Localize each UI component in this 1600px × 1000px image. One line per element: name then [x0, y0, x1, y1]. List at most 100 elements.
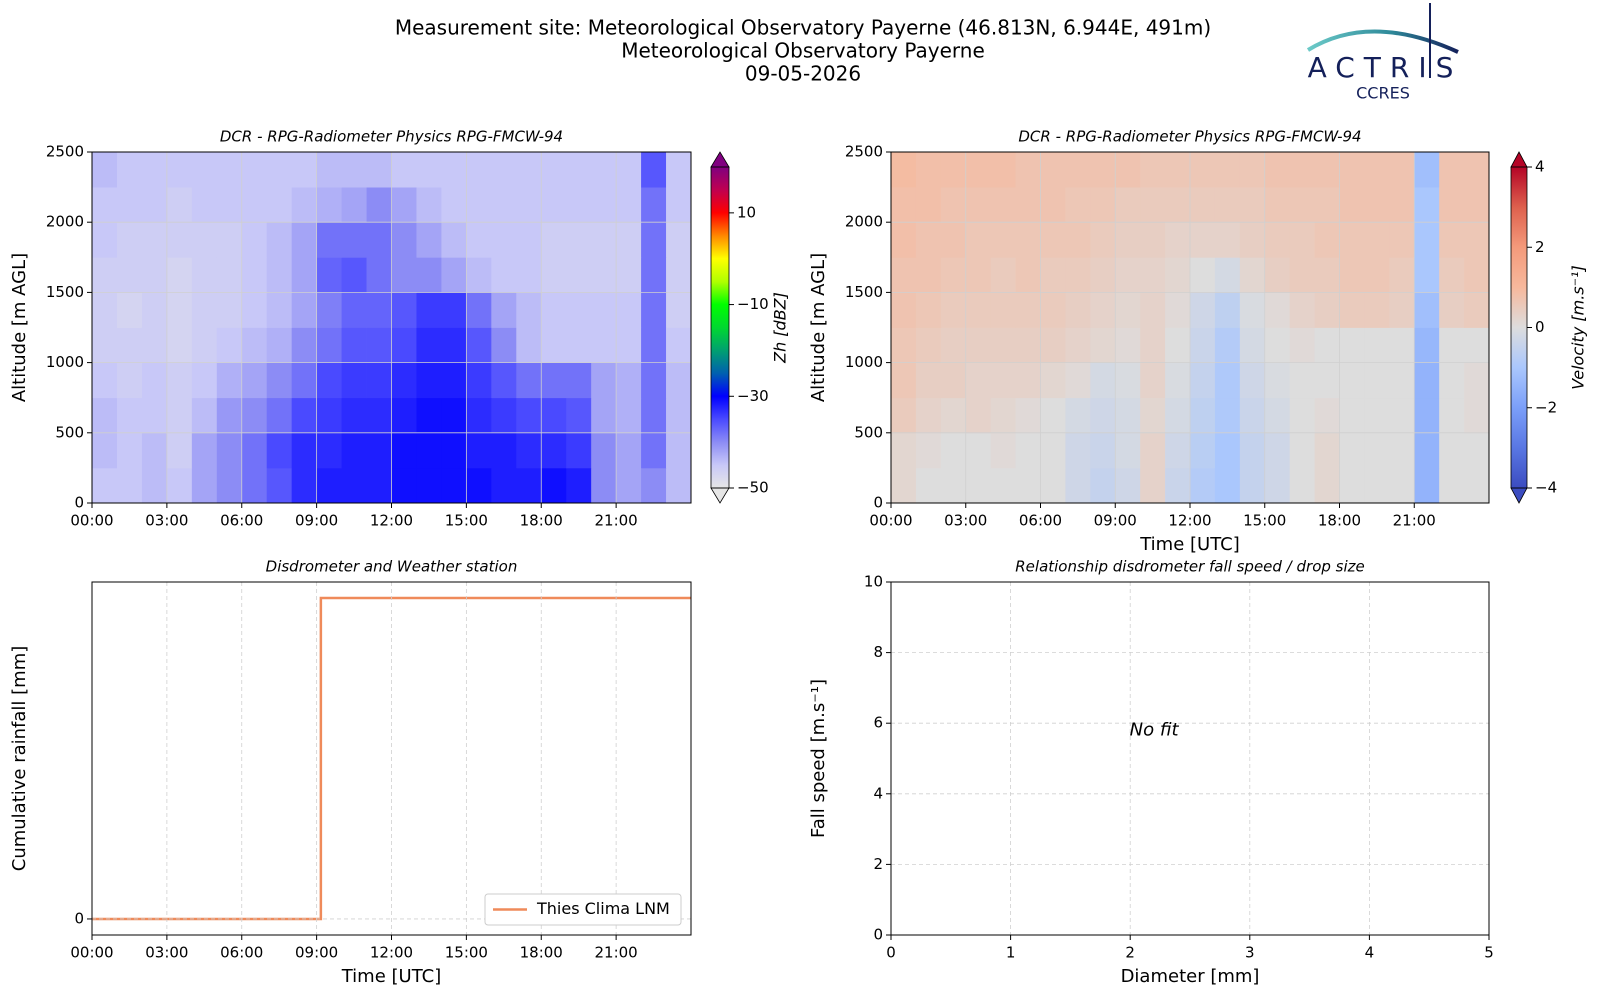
heatmap-cell [1289, 397, 1315, 434]
plot-frame [890, 581, 1490, 936]
heatmap-cell [1264, 152, 1291, 188]
heatmap-cell [1364, 187, 1390, 223]
heatmap-cell [1289, 327, 1315, 363]
heatmap-cell [616, 187, 642, 223]
heatmap-cell [1040, 152, 1066, 188]
heatmap-cell [316, 432, 342, 469]
heatmap-cell [216, 257, 243, 293]
heatmap-cell [1439, 432, 1465, 469]
heatmap-cell [666, 362, 692, 399]
heatmap-cell [266, 257, 293, 293]
subplot: 00:00 03:00 06:00 09:00 12:00 15:00 18:00 21:00… [9, 558, 692, 987]
heatmap-cell [166, 222, 193, 258]
heatmap-cell [416, 467, 442, 504]
heatmap-cell [1389, 327, 1415, 363]
heatmap-cell [516, 467, 542, 504]
heatmap-cell [1314, 257, 1340, 293]
legend-frame [484, 893, 682, 926]
heatmap-cell [116, 327, 143, 363]
heatmap-cell [441, 152, 467, 188]
heatmap-cell [915, 292, 942, 328]
heatmap-cell [641, 257, 667, 293]
heatmap-cell [216, 292, 243, 328]
heatmap-cell [166, 187, 193, 223]
heatmap-cell [666, 397, 692, 434]
heatmap-cell [915, 187, 942, 223]
heatmap-cell [191, 467, 218, 504]
heatmap-cell [1364, 397, 1390, 434]
heatmap-cell [1115, 257, 1141, 293]
heatmap-cell [366, 152, 392, 188]
heatmap-cell [92, 292, 118, 328]
heatmap-cell [990, 327, 1016, 363]
heatmap-cell [1140, 467, 1166, 504]
heatmap-cell [241, 257, 268, 293]
heatmap-cell [1090, 327, 1116, 363]
heatmap-cell [1015, 432, 1041, 469]
heatmap-cell [1364, 152, 1390, 188]
heatmap-cell [1364, 257, 1390, 293]
heatmap-cell [990, 257, 1016, 293]
heatmap-cell [291, 152, 318, 188]
heatmap-cell [191, 222, 218, 258]
logo-subtitle: CCRES [1356, 84, 1410, 103]
heatmap-cell [541, 467, 567, 504]
heatmap-cell [216, 362, 243, 399]
heatmap-cell [641, 397, 667, 434]
y-tick-label: 4 [873, 784, 883, 802]
heatmap-cell [241, 152, 268, 188]
heatmap-cell [566, 362, 592, 399]
colorbar-label: Zh [dBZ] [771, 292, 790, 364]
heatmap-cell [1140, 222, 1166, 258]
heatmap-cell [1115, 362, 1141, 399]
heatmap-cell [516, 222, 542, 258]
heatmap-cell [166, 327, 193, 363]
heatmap-cell [1389, 362, 1415, 399]
heatmap-cell [316, 292, 342, 328]
heatmap-cell [191, 257, 218, 293]
heatmap-cell [216, 467, 243, 504]
heatmap-cell [1040, 257, 1066, 293]
y-tick-label: 2500 [46, 143, 84, 161]
heatmap-cell [1439, 327, 1465, 363]
heatmap-cell [1264, 327, 1291, 363]
heatmap-cell [1464, 152, 1490, 188]
colorbar-frame [710, 166, 730, 489]
heatmap-cell [391, 187, 417, 223]
heatmap-cell [1239, 152, 1266, 188]
heatmap-cell [466, 467, 492, 504]
heatmap-cell [1364, 432, 1390, 469]
heatmap-cell [891, 467, 917, 504]
heatmap-cell [516, 327, 542, 363]
heatmap-cell [116, 362, 143, 399]
heatmap-cell [1439, 397, 1465, 434]
heatmap-cell [1364, 222, 1390, 258]
heatmap-cell [316, 187, 342, 223]
heatmap-cell [1065, 327, 1091, 363]
x-tick-label: 15:00 [1243, 512, 1286, 530]
heatmap-cell [1314, 362, 1340, 399]
heatmap-cell [641, 187, 667, 223]
heatmap-cell [891, 187, 917, 223]
logo-arc [1306, 29, 1459, 54]
heatmap-cell [666, 222, 692, 258]
y-tick-label: 2000 [46, 213, 84, 231]
heatmap-cell [1314, 222, 1340, 258]
heatmap-cell [891, 152, 917, 188]
heatmap-cell [1040, 362, 1066, 399]
heatmap-cell [566, 292, 592, 328]
x-tick-label: 5 [1484, 944, 1494, 962]
heatmap-cell [1214, 257, 1241, 293]
heatmap-cell [591, 187, 617, 223]
heatmap-cell [441, 257, 467, 293]
heatmap-cell [1040, 432, 1066, 469]
heatmap-cell [1065, 152, 1091, 188]
heatmap-cell [266, 152, 293, 188]
heatmap-cell [666, 432, 692, 469]
heatmap-cell [341, 362, 367, 399]
heatmap-cell [566, 257, 592, 293]
heatmap-cell [291, 362, 318, 399]
heatmap-cell [1314, 292, 1340, 328]
heatmap-cell [366, 362, 392, 399]
heatmap-cell [1414, 292, 1440, 328]
